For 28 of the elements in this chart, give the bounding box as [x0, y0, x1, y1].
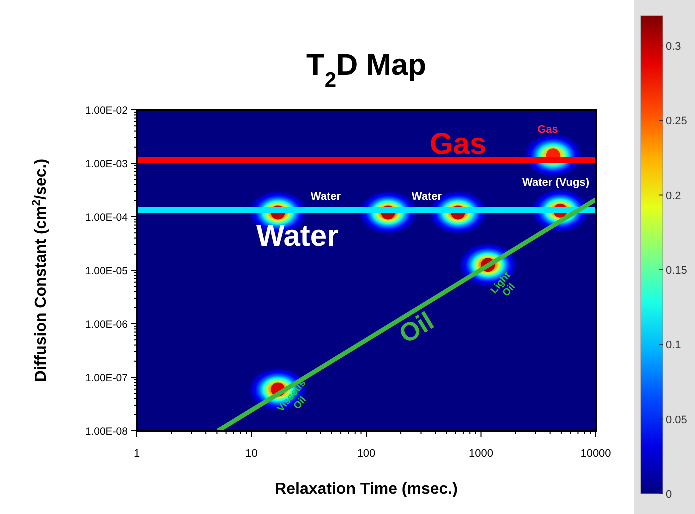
y-tick-label: 1.00E-04	[85, 212, 128, 224]
text: Oil	[394, 306, 440, 350]
x-tick-label: 100	[357, 448, 376, 460]
x-tick-label: 10000	[580, 448, 612, 460]
chart-title: T$_{2}$D Map	[306, 49, 427, 92]
ref-line-label: Gas	[430, 128, 487, 162]
color-bar-label: 0.15	[666, 264, 688, 277]
color-bar-label: 0.25	[666, 116, 688, 128]
x-tick-label: 1	[134, 448, 140, 460]
x-tick-label: 10	[246, 448, 258, 460]
annotation: Water	[310, 191, 342, 203]
y-tick-label: 1.00E-02	[85, 105, 128, 117]
x-axis-title: Relaxation Time (msec.)	[275, 481, 458, 498]
annotation: Water	[412, 191, 443, 203]
y-tick-label: 1.00E-08	[85, 426, 128, 438]
color-bar-label: 0	[666, 489, 672, 501]
ref-line-label: Water	[256, 220, 340, 254]
color-bar-label: 0.05	[666, 414, 688, 426]
y-tick-label: 1.00E-06	[85, 319, 128, 331]
annotation: Water (Vugs)	[522, 177, 590, 189]
x-tick-label: 1000	[469, 448, 494, 460]
y-tick-label: 1.00E-03	[85, 158, 128, 170]
color-bar-label: 0.2	[666, 190, 682, 202]
annotation: Gas	[538, 124, 558, 136]
color-bar-label: 0.3	[666, 40, 682, 53]
y-tick-label: 1.00E-07	[85, 372, 128, 384]
color-bar-label: 0.1	[666, 340, 682, 352]
y-tick-label: 1.00E-05	[85, 266, 128, 278]
